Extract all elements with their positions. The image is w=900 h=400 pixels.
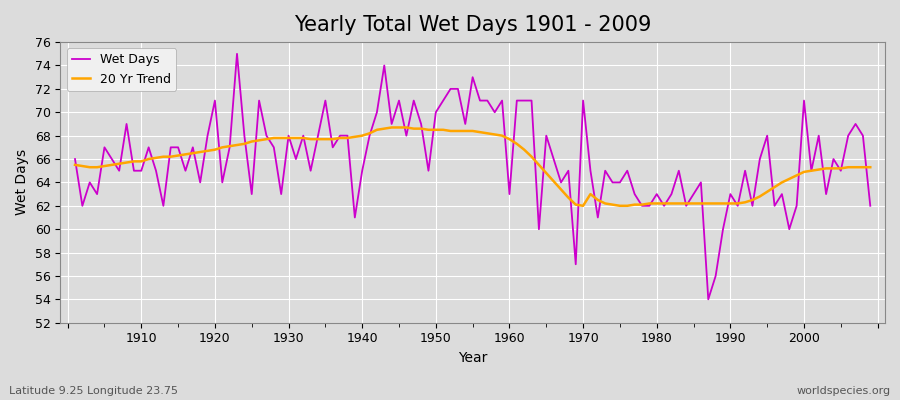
20 Yr Trend <box>511 142 522 146</box>
X-axis label: Year: Year <box>458 351 487 365</box>
20 Yr Trend <box>386 125 397 130</box>
20 Yr Trend <box>578 204 589 208</box>
Wet Days <box>504 192 515 196</box>
20 Yr Trend <box>69 162 80 167</box>
Wet Days <box>129 168 140 173</box>
20 Yr Trend <box>865 165 876 170</box>
Wet Days <box>298 133 309 138</box>
Wet Days <box>69 157 80 162</box>
Text: Latitude 9.25 Longitude 23.75: Latitude 9.25 Longitude 23.75 <box>9 386 178 396</box>
20 Yr Trend <box>129 159 140 164</box>
Wet Days <box>231 52 242 56</box>
Wet Days <box>865 204 876 208</box>
20 Yr Trend <box>335 136 346 140</box>
20 Yr Trend <box>608 202 618 207</box>
Title: Yearly Total Wet Days 1901 - 2009: Yearly Total Wet Days 1901 - 2009 <box>294 15 652 35</box>
Wet Days <box>703 297 714 302</box>
Line: 20 Yr Trend: 20 Yr Trend <box>75 128 870 206</box>
Legend: Wet Days, 20 Yr Trend: Wet Days, 20 Yr Trend <box>67 48 176 91</box>
Wet Days <box>342 133 353 138</box>
20 Yr Trend <box>291 136 302 140</box>
Wet Days <box>511 98 522 103</box>
Y-axis label: Wet Days: Wet Days <box>15 149 29 216</box>
20 Yr Trend <box>504 137 515 142</box>
Text: worldspecies.org: worldspecies.org <box>796 386 891 396</box>
Wet Days <box>599 168 610 173</box>
Line: Wet Days: Wet Days <box>75 54 870 299</box>
